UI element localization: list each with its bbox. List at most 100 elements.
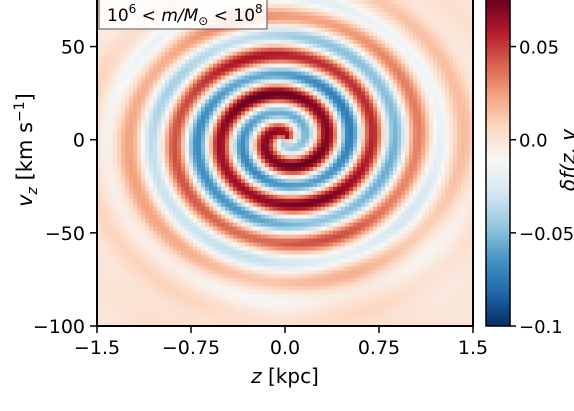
heatmap-cell [105,43,110,49]
heatmap-cell [197,206,202,212]
heatmap-cell [281,139,286,144]
heatmap-cell [465,3,470,9]
heatmap-cell [105,186,110,192]
heatmap-cell [389,182,394,188]
heatmap-cell [237,202,242,208]
heatmap-cell [193,79,198,85]
heatmap-cell [413,71,418,77]
heatmap-cell [113,103,118,108]
heatmap-cell [101,83,106,89]
heatmap-cell [225,151,230,156]
heatmap-cell [245,206,250,212]
heatmap-cell [465,170,470,176]
heatmap-cell [257,103,262,108]
heatmap-cell [265,182,270,188]
heatmap-cell [429,166,434,172]
heatmap-cell [241,103,246,108]
heatmap-cell [113,71,118,77]
heatmap-cell [253,99,258,104]
heatmap-cell [121,51,126,57]
heatmap-cell [165,59,170,65]
heatmap-cell [369,119,374,124]
heatmap-cell [385,198,390,204]
heatmap-cell [149,79,154,85]
heatmap-cell [301,131,306,136]
heatmap-cell [137,51,142,57]
heatmap-cell [125,27,130,33]
heatmap-cell [433,67,438,73]
heatmap-cell [369,182,374,188]
heatmap-cell [293,51,298,57]
heatmap-cell [249,127,254,132]
heatmap-cell [221,190,226,196]
heatmap-cell [357,143,362,148]
heatmap-cell [385,163,390,168]
heatmap-cell [165,135,170,140]
heatmap-cell [109,67,114,73]
heatmap-cell [225,71,230,77]
heatmap-cell [153,119,158,124]
heatmap-cell [281,170,286,176]
heatmap-cell [329,166,334,172]
heatmap-cell [257,194,262,200]
heatmap-cell [397,206,402,212]
heatmap-cell [137,186,142,192]
heatmap-cell [313,155,318,160]
heatmap-cell [345,43,350,49]
heatmap-cell [413,186,418,192]
heatmap-cell [133,31,138,37]
heatmap-cell [369,206,374,212]
heatmap-cell [337,27,342,33]
heatmap-cell [425,43,430,49]
heatmap-cell [385,19,390,25]
heatmap-cell [157,107,162,112]
heatmap-cell [293,190,298,196]
heatmap-cell [109,31,114,37]
heatmap-cell [389,71,394,77]
heatmap-cell [141,182,146,188]
heatmap-cell [241,111,246,116]
heatmap-cell [377,87,382,93]
heatmap-cell [197,59,202,65]
heatmap-cell [113,186,118,192]
heatmap-cell [261,95,266,100]
heatmap-cell [309,135,314,140]
heatmap-cell [385,79,390,85]
heatmap-cell [433,59,438,65]
heatmap-cell [209,39,214,45]
heatmap-cell [345,155,350,160]
heatmap-cell [273,83,278,89]
heatmap-cell [445,99,450,104]
heatmap-cell [289,123,294,128]
heatmap-cell [177,99,182,104]
heatmap-cell [157,151,162,156]
heatmap-cell [233,107,238,112]
heatmap-cell [237,139,242,144]
heatmap-cell [233,182,238,188]
heatmap-cell [277,63,282,69]
heatmap-cell [361,206,366,212]
heatmap-cell [113,67,118,73]
heatmap-cell [449,31,454,37]
heatmap-cell [165,123,170,128]
heatmap-cell [393,67,398,73]
heatmap-cell [361,194,366,200]
heatmap-cell [321,99,326,104]
heatmap-cell [333,107,338,112]
heatmap-cell [101,178,106,184]
heatmap-cell [205,91,210,97]
heatmap-cell [97,115,102,120]
heatmap-cell [249,174,254,180]
heatmap-cell [385,103,390,108]
heatmap-cell [445,202,450,208]
heatmap-cell [373,159,378,164]
heatmap-cell [185,143,190,148]
heatmap-cell [293,35,298,41]
heatmap-cell [417,51,422,57]
heatmap-cell [357,190,362,196]
heatmap-cell [369,99,374,104]
heatmap-cell [305,206,310,212]
heatmap-cell [361,178,366,184]
heatmap-cell [233,170,238,176]
heatmap-cell [437,43,442,49]
